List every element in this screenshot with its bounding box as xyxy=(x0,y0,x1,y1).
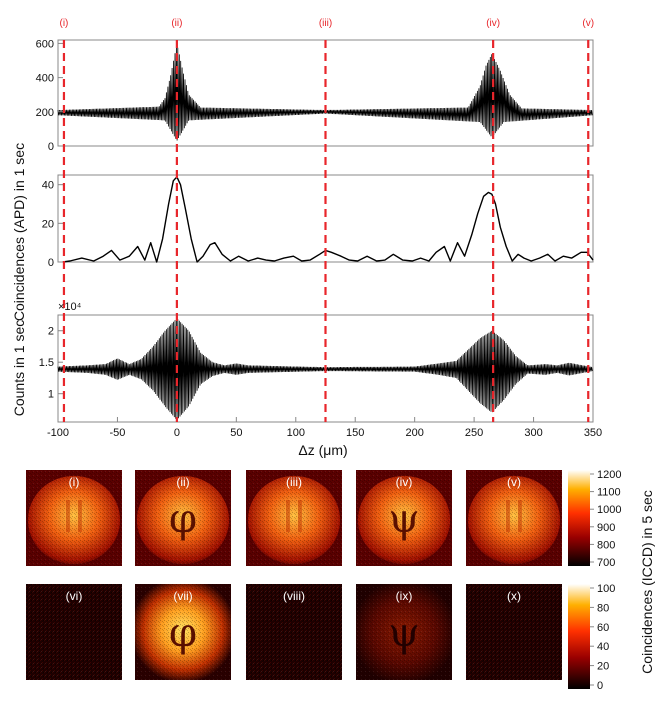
image-panel: (i) xyxy=(26,470,122,566)
image-panel: (v) xyxy=(466,470,562,566)
colorbar-top-tick-label: 1100 xyxy=(597,487,621,499)
image-noise xyxy=(26,584,122,680)
x-tick-label: 0 xyxy=(174,427,180,439)
image-label: (vii) xyxy=(173,589,192,603)
image-label: (vi) xyxy=(66,589,83,603)
y-tick-label: 400 xyxy=(36,73,54,85)
image-shadow xyxy=(518,500,522,532)
y-tick-label: 0 xyxy=(48,141,54,153)
x-tick-label: 50 xyxy=(230,427,242,439)
image-label: (ii) xyxy=(176,475,189,489)
image-noise xyxy=(466,470,562,566)
image-label: (v) xyxy=(507,475,521,489)
y-tick-label: 2 xyxy=(48,326,54,338)
x-tick-label: 350 xyxy=(584,427,602,439)
colorbar-ticks-group: 1200 1100 1000 900 800 700 100 80 60 40 20 0 xyxy=(590,469,621,692)
image-symbol: φ xyxy=(169,610,197,656)
image-panel: (vi) xyxy=(26,584,122,680)
image-panel: (viii) xyxy=(246,584,342,680)
x-tick-label: 100 xyxy=(287,427,305,439)
image-panel: ψ (ix) xyxy=(356,584,452,680)
image-label: (iii) xyxy=(286,475,302,489)
y-tick-label: 40 xyxy=(42,180,54,192)
image-shadow xyxy=(66,500,70,532)
middle-series-line xyxy=(62,176,594,263)
marker-lines-group: (i) (ii) (iii) (iv) (v) xyxy=(59,18,594,422)
y-tick-label: 600 xyxy=(36,38,54,50)
image-shadow xyxy=(506,500,510,532)
colorbar-top xyxy=(568,470,590,566)
y-tick-label: 20 xyxy=(42,218,54,230)
colorbar-top-tick-label: 800 xyxy=(597,539,615,551)
image-shadow xyxy=(78,500,82,532)
image-noise xyxy=(356,584,452,680)
colorbar-bottom-tick-label: 0 xyxy=(597,680,603,692)
image-noise xyxy=(246,584,342,680)
marker-label: (iv) xyxy=(486,18,500,29)
x-tick-label: 250 xyxy=(465,427,483,439)
marker-label: (i) xyxy=(59,18,68,29)
image-label: (ix) xyxy=(396,589,413,603)
x-tick-label: -100 xyxy=(47,427,69,439)
y-tick-label: 1 xyxy=(48,389,54,401)
colorbar-bottom-tick-label: 100 xyxy=(597,583,615,595)
image-noise xyxy=(246,470,342,566)
image-symbol: ψ xyxy=(388,496,419,542)
colorbar-label: Coincidences (ICCD) in 5 sec xyxy=(639,490,655,674)
colorbar-bottom-tick-label: 40 xyxy=(597,641,609,653)
y-tick-label: 200 xyxy=(36,107,54,119)
y-tick-label: 0 xyxy=(48,257,54,269)
image-shadow xyxy=(298,500,302,532)
marker-label: (iii) xyxy=(319,18,332,29)
x-tick-label: -50 xyxy=(109,427,125,439)
x-tick-label: 150 xyxy=(346,427,364,439)
y-tick-label: 1.5 xyxy=(39,357,54,369)
x-tick-label: 300 xyxy=(524,427,542,439)
y-multiplier-label: ×10⁴ xyxy=(58,301,82,313)
image-noise xyxy=(356,470,452,566)
shared-y-axis-label: Coincidences (APD) in 1 sec xyxy=(11,143,27,321)
colorbar-bottom-tick-label: 20 xyxy=(597,661,609,673)
colorbar-top-tick-label: 1200 xyxy=(597,469,621,481)
image-symbol: φ xyxy=(169,496,197,542)
image-label: (x) xyxy=(507,589,521,603)
image-panel: φ (ii) xyxy=(135,470,231,566)
image-noise xyxy=(26,470,122,566)
image-label: (viii) xyxy=(283,589,305,603)
image-panel: φ (vii) xyxy=(135,584,231,680)
marker-label: (v) xyxy=(582,18,594,29)
x-axis-label: Δz (μm) xyxy=(298,442,347,458)
colorbar-top-tick-label: 900 xyxy=(597,522,615,534)
colorbar-top-tick-label: 1000 xyxy=(597,504,621,516)
image-grid: (i) φ (ii) (iii) ψ (iv) (v) (vi) φ (vii) (viii) ψ (i… xyxy=(26,470,562,680)
image-noise xyxy=(466,584,562,680)
image-shadow xyxy=(286,500,290,532)
colorbar-bottom xyxy=(568,584,590,689)
image-label: (i) xyxy=(69,475,80,489)
plots-group xyxy=(57,45,594,420)
image-noise xyxy=(135,584,231,680)
bottom-y-axis-label: Counts in 1 sec xyxy=(11,320,27,417)
marker-label: (ii) xyxy=(171,18,182,29)
x-tick-label: 200 xyxy=(405,427,423,439)
image-panel: (iii) xyxy=(246,470,342,566)
image-label: (iv) xyxy=(396,475,413,489)
axes-group: 0 200 400 600 0 20 40 1 1.5 2 -100 -50 0 50 100 150 200 2… xyxy=(36,38,603,439)
image-noise xyxy=(135,470,231,566)
image-panel: (x) xyxy=(466,584,562,680)
colorbar-bottom-tick-label: 60 xyxy=(597,622,609,634)
colorbar-bottom-tick-label: 80 xyxy=(597,602,609,614)
image-panel: ψ (iv) xyxy=(356,470,452,566)
colorbar-top-tick-label: 700 xyxy=(597,557,615,569)
image-symbol: ψ xyxy=(388,610,419,656)
